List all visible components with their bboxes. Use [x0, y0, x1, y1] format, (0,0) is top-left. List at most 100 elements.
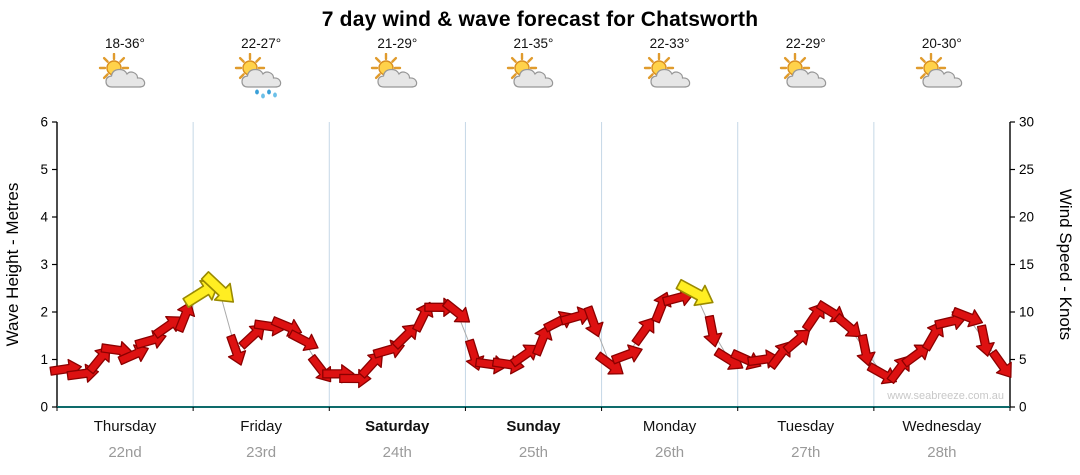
left-axis-title: Wave Height - Metres — [3, 183, 22, 347]
sun-ray — [799, 56, 806, 63]
sun-ray — [375, 73, 382, 80]
sun-ray — [919, 73, 926, 80]
date-label: 22nd — [108, 444, 142, 461]
rain-drop — [255, 89, 260, 95]
sun-ray — [239, 56, 245, 63]
wind-arrow — [117, 344, 149, 366]
weather-icon-wrap — [779, 53, 833, 103]
left-tick-label: 6 — [40, 115, 48, 130]
right-tick-label: 30 — [1019, 115, 1034, 130]
weather-icon-wrap — [643, 53, 697, 103]
sun-ray — [647, 73, 654, 80]
day-label-friday: Friday — [240, 418, 282, 435]
wind-arrow — [559, 306, 593, 326]
wind-trend-line — [65, 287, 1002, 380]
right-tick-label: 15 — [1019, 257, 1034, 272]
sun-ray — [783, 73, 790, 80]
day-header-saturday: 21-29° — [329, 36, 465, 108]
date-label: 25th — [518, 444, 549, 461]
sun-cloud-icon — [915, 53, 963, 88]
left-tick-label: 4 — [40, 210, 48, 225]
sun-ray — [102, 73, 109, 80]
sun-ray — [102, 56, 109, 63]
day-label-sunday: Sunday — [506, 418, 561, 435]
cloud-icon — [513, 68, 554, 88]
wind-arrow — [226, 333, 247, 366]
day-header-thursday: 18-36° — [57, 36, 193, 108]
sun-ray — [391, 56, 398, 63]
wind-arrow — [703, 314, 723, 348]
right-axis-title: Wind Speed - Knots — [1056, 189, 1075, 340]
day-label-tuesday: Tuesday — [777, 418, 835, 435]
weather-icon-wrap — [915, 53, 969, 103]
left-tick-label: 3 — [40, 257, 48, 272]
cloud-icon — [786, 68, 826, 88]
left-tick-label: 2 — [40, 305, 48, 320]
temp-range: 21-29° — [377, 36, 418, 51]
day-label-saturday: Saturday — [365, 418, 430, 435]
wind-arrow — [238, 324, 266, 350]
wind-arrow — [152, 315, 182, 339]
wind-arrow — [86, 346, 111, 375]
day-header-sunday: 21-35° — [465, 36, 601, 108]
weather-icon-wrap — [234, 53, 288, 103]
sun-ray — [919, 56, 926, 63]
wind-arrow — [856, 333, 876, 367]
day-header-tuesday: 22-29° — [738, 36, 874, 108]
weather-icon-wrap — [98, 53, 152, 103]
temp-range: 22-33° — [649, 36, 690, 51]
rain-drop — [273, 92, 278, 98]
date-label: 23rd — [246, 444, 277, 461]
left-tick-label: 1 — [40, 352, 48, 367]
wind-arrow — [532, 324, 553, 357]
wind-arrow — [975, 324, 995, 357]
right-tick-label: 10 — [1019, 305, 1034, 320]
wind-arrow — [833, 312, 862, 338]
sun-cloud-icon — [371, 53, 418, 88]
wind-arrow — [901, 344, 930, 368]
left-tick-label: 0 — [40, 400, 48, 415]
day-header-monday: 22-33° — [602, 36, 738, 108]
wind-arrow — [174, 301, 196, 333]
wind-arrow — [801, 302, 825, 333]
sun-ray — [239, 73, 245, 80]
cloud-icon — [649, 68, 690, 88]
sun-ray — [119, 56, 126, 63]
temp-range: 20-30° — [921, 36, 962, 51]
wind-arrow — [951, 306, 984, 328]
temp-range: 18-36° — [105, 36, 145, 51]
sun-ray — [647, 56, 654, 63]
right-tick-label: 25 — [1019, 162, 1034, 177]
left-tick-label: 5 — [40, 162, 48, 177]
sun-ray — [511, 56, 518, 63]
sun-cloud-rain-icon — [234, 53, 282, 99]
sun-cloud-icon — [98, 53, 146, 88]
wind-arrow — [610, 344, 643, 365]
right-tick-label: 5 — [1019, 352, 1027, 367]
wind-arrow-highlight — [200, 271, 235, 303]
weather-icon-wrap — [506, 53, 560, 103]
wind-arrow — [391, 323, 419, 350]
sun-ray — [255, 56, 262, 63]
sun-ray — [783, 56, 790, 63]
wind-arrow — [442, 298, 471, 323]
temp-range: 22-29° — [785, 36, 826, 51]
weather-icon-wrap — [370, 53, 424, 103]
wind-arrow — [287, 329, 319, 351]
rain-drop — [261, 93, 266, 99]
wind-arrow — [631, 317, 655, 347]
day-label-thursday: Thursday — [93, 418, 157, 435]
date-label: 24th — [382, 444, 412, 461]
watermark: www.seabreeze.com.au — [886, 390, 1004, 402]
temp-range: 21-35° — [513, 36, 554, 51]
wind-arrow — [988, 349, 1012, 378]
sun-ray — [663, 56, 670, 63]
right-tick-label: 20 — [1019, 210, 1034, 225]
cloud-icon — [377, 68, 418, 88]
date-label: 27th — [791, 444, 821, 461]
day-header-wednesday: 20-30° — [874, 36, 1010, 108]
cloud-icon — [922, 68, 963, 88]
date-label: 28th — [927, 444, 957, 461]
cloud-icon — [241, 68, 282, 88]
